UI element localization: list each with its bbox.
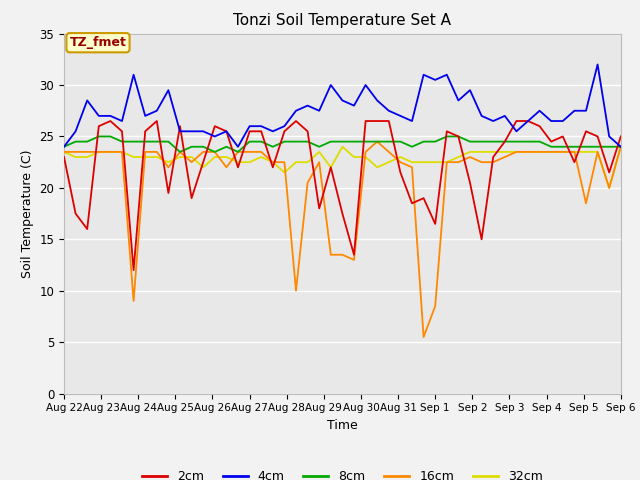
Y-axis label: Soil Temperature (C): Soil Temperature (C) (21, 149, 34, 278)
Title: Tonzi Soil Temperature Set A: Tonzi Soil Temperature Set A (234, 13, 451, 28)
X-axis label: Time: Time (327, 419, 358, 432)
Legend: 2cm, 4cm, 8cm, 16cm, 32cm: 2cm, 4cm, 8cm, 16cm, 32cm (137, 465, 548, 480)
Text: TZ_fmet: TZ_fmet (70, 36, 127, 49)
